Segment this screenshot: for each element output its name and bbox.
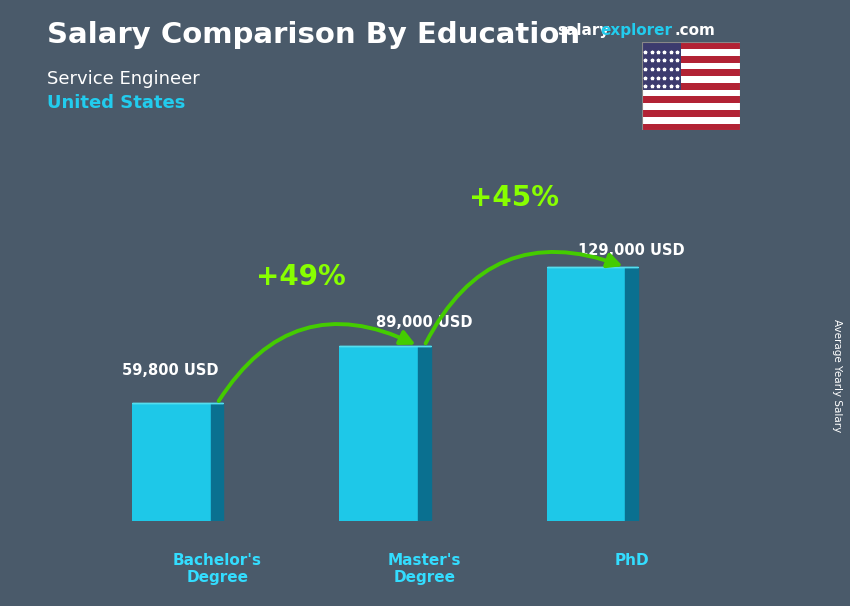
Polygon shape bbox=[418, 346, 431, 521]
Bar bbox=[642, 42, 681, 90]
Text: explorer: explorer bbox=[600, 23, 672, 38]
Polygon shape bbox=[211, 404, 224, 521]
Polygon shape bbox=[626, 267, 638, 521]
Text: United States: United States bbox=[47, 94, 185, 112]
Text: Bachelor's
Degree: Bachelor's Degree bbox=[173, 553, 262, 585]
Bar bbox=[642, 56, 740, 62]
Bar bbox=[642, 110, 740, 117]
Bar bbox=[642, 83, 740, 90]
Bar bbox=[642, 70, 740, 76]
Bar bbox=[642, 124, 740, 130]
Bar bbox=[642, 103, 740, 110]
Bar bbox=[547, 267, 626, 521]
Bar bbox=[133, 404, 211, 521]
Bar bbox=[642, 90, 740, 96]
Text: +49%: +49% bbox=[256, 262, 346, 290]
Text: 59,800 USD: 59,800 USD bbox=[122, 363, 218, 378]
Bar bbox=[642, 96, 740, 103]
Bar bbox=[642, 62, 740, 70]
Bar bbox=[642, 49, 740, 56]
Bar bbox=[642, 117, 740, 124]
Text: .com: .com bbox=[674, 23, 715, 38]
Bar bbox=[642, 76, 740, 83]
Text: +45%: +45% bbox=[469, 184, 559, 211]
Text: Salary Comparison By Education: Salary Comparison By Education bbox=[47, 21, 580, 49]
Text: Service Engineer: Service Engineer bbox=[47, 70, 200, 88]
Text: salary: salary bbox=[557, 23, 609, 38]
Bar bbox=[339, 346, 418, 521]
Text: PhD: PhD bbox=[615, 553, 649, 568]
Text: Master's
Degree: Master's Degree bbox=[388, 553, 461, 585]
Text: 129,000 USD: 129,000 USD bbox=[578, 242, 685, 258]
Text: 89,000 USD: 89,000 USD bbox=[376, 315, 473, 330]
Bar bbox=[642, 42, 740, 49]
Text: Average Yearly Salary: Average Yearly Salary bbox=[832, 319, 842, 432]
